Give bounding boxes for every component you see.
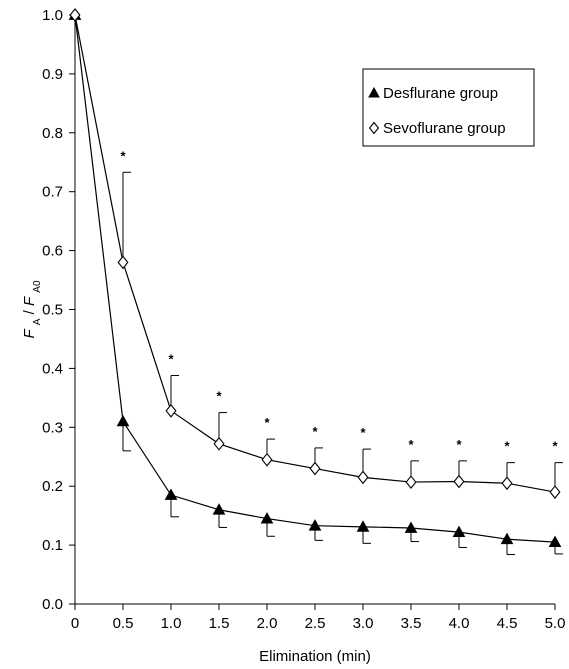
data-point [309, 461, 321, 476]
data-point [69, 8, 81, 22]
x-tick-label: 5.0 [545, 615, 566, 632]
y-tick-label: 0.0 [42, 596, 63, 613]
data-point [500, 532, 514, 545]
y-axis-title-sub-denom: A0 [32, 280, 43, 293]
significance-star: * [120, 148, 126, 163]
data-point [164, 488, 178, 500]
y-tick-label: 0.2 [42, 478, 63, 495]
x-tick-label: 2.0 [257, 615, 278, 632]
data-point [117, 255, 129, 270]
significance-marks: * * * * * * * * * * [120, 148, 558, 453]
x-tick-label: 1.0 [161, 615, 182, 632]
y-tick-label: 1.0 [42, 7, 63, 24]
data-point [501, 476, 513, 491]
legend-box [362, 68, 535, 147]
data-point [548, 535, 562, 548]
data-point [260, 512, 274, 524]
x-axis-title: Elimination (min) [259, 648, 371, 665]
data-point [308, 519, 322, 531]
legend-item: Desflurane group [368, 85, 498, 102]
data-point [213, 436, 225, 451]
data-point [116, 414, 130, 427]
x-tick-label: 3.0 [353, 615, 374, 632]
data-point [549, 485, 561, 499]
data-point [165, 403, 177, 418]
y-tick-label: 0.6 [42, 243, 63, 260]
legend-item: Sevoflurane group [368, 120, 506, 137]
significance-star: * [408, 437, 414, 452]
y-tick-label: 0.5 [42, 302, 63, 319]
x-tick-label: 4.0 [449, 615, 470, 632]
significance-star: * [504, 439, 510, 454]
legend: Desflurane group Sevoflurane group [362, 68, 535, 147]
y-tick-label: 0.3 [42, 419, 63, 436]
y-axis-title-denom: F [21, 296, 38, 306]
data-point [212, 503, 226, 515]
y-axis-title-sep: / [21, 309, 38, 314]
y-axis-title-main: F [21, 329, 38, 339]
x-tick-label: 0 [71, 615, 79, 632]
y-tick-label: 0.4 [42, 360, 63, 377]
x-tick-label: 2.5 [305, 615, 326, 632]
data-point [356, 520, 370, 532]
data-point [404, 521, 418, 533]
y-tick-label: 0.8 [42, 125, 63, 142]
data-point [405, 475, 417, 489]
legend-items: Desflurane group Sevoflurane group [368, 85, 506, 137]
significance-star: * [264, 415, 270, 430]
x-tick-label: 4.5 [497, 615, 518, 632]
y-tick-label: 0.7 [42, 184, 63, 201]
significance-star: * [552, 439, 558, 454]
significance-star: * [456, 437, 462, 452]
significance-star: * [360, 425, 366, 440]
x-tick-label: 0.5 [113, 615, 134, 632]
legend-label: Desflurane group [383, 85, 498, 102]
data-point [452, 525, 466, 538]
series-2 [69, 8, 563, 499]
significance-star: * [312, 424, 318, 439]
significance-star: * [168, 351, 174, 366]
series-layer [68, 8, 563, 556]
legend-marker [368, 86, 380, 98]
y-ticks: 0.0 0.1 0.2 0.3 0.4 0.5 0.6 0.7 0.8 0.9 1.0 [42, 7, 75, 613]
x-tick-label: 3.5 [401, 615, 422, 632]
y-axis-title: F A / F A0 [21, 280, 43, 339]
data-point [357, 470, 369, 485]
data-point [261, 452, 273, 467]
legend-label: Sevoflurane group [383, 120, 506, 137]
legend-marker [368, 121, 380, 135]
significance-star: * [216, 389, 222, 404]
y-axis-title-sub-main: A [32, 318, 43, 325]
y-tick-label: 0.1 [42, 537, 63, 554]
data-point [453, 474, 465, 489]
x-tick-label: 1.5 [209, 615, 230, 632]
x-ticks: 0 0.5 1.0 1.5 2.0 2.5 3.0 3.5 4.0 4.5 5.0 [71, 604, 566, 632]
y-tick-label: 0.9 [42, 66, 63, 83]
